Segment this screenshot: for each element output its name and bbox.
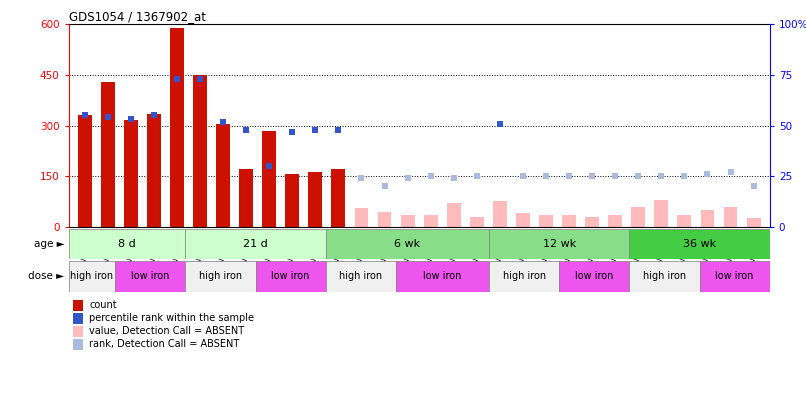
Bar bbox=[424, 215, 438, 227]
Text: percentile rank within the sample: percentile rank within the sample bbox=[89, 313, 255, 323]
Bar bbox=[489, 261, 559, 292]
Text: value, Detection Call = ABSENT: value, Detection Call = ABSENT bbox=[89, 326, 244, 336]
Bar bbox=[447, 203, 461, 227]
Point bbox=[654, 173, 667, 179]
Bar bbox=[396, 261, 489, 292]
Point bbox=[724, 169, 737, 175]
Text: count: count bbox=[89, 301, 117, 310]
Bar bbox=[609, 215, 622, 227]
Text: 36 wk: 36 wk bbox=[683, 239, 717, 249]
Text: low iron: low iron bbox=[716, 271, 754, 281]
Bar bbox=[654, 200, 668, 227]
Text: 6 wk: 6 wk bbox=[394, 239, 421, 249]
Point bbox=[493, 120, 506, 127]
Bar bbox=[355, 208, 368, 227]
Point bbox=[378, 183, 391, 190]
Bar bbox=[256, 261, 326, 292]
Point bbox=[193, 76, 206, 82]
Text: low iron: low iron bbox=[575, 271, 613, 281]
Bar bbox=[377, 211, 392, 227]
Point bbox=[263, 163, 276, 169]
Point bbox=[401, 175, 414, 181]
Text: high iron: high iron bbox=[70, 271, 114, 281]
Text: 12 wk: 12 wk bbox=[542, 239, 576, 249]
Point bbox=[447, 175, 460, 181]
Point bbox=[355, 175, 368, 181]
Text: low iron: low iron bbox=[272, 271, 310, 281]
Text: high iron: high iron bbox=[503, 271, 546, 281]
Bar bbox=[309, 172, 322, 227]
Bar bbox=[516, 213, 530, 227]
Bar bbox=[69, 229, 185, 259]
Point bbox=[517, 173, 530, 179]
Bar bbox=[239, 169, 253, 227]
Bar bbox=[629, 229, 770, 259]
Bar bbox=[539, 215, 553, 227]
Bar bbox=[216, 124, 230, 227]
Bar bbox=[170, 28, 184, 227]
Point bbox=[747, 183, 760, 190]
Text: low iron: low iron bbox=[423, 271, 462, 281]
Bar bbox=[262, 130, 276, 227]
Point bbox=[217, 118, 230, 125]
Bar bbox=[326, 229, 489, 259]
Bar bbox=[559, 261, 629, 292]
Point bbox=[563, 173, 575, 179]
Bar bbox=[115, 261, 185, 292]
Text: dose ►: dose ► bbox=[28, 271, 64, 281]
Bar bbox=[700, 261, 770, 292]
Point bbox=[286, 128, 299, 135]
Bar bbox=[700, 210, 714, 227]
Bar bbox=[489, 229, 629, 259]
Bar bbox=[724, 207, 737, 227]
Text: high iron: high iron bbox=[339, 271, 382, 281]
Bar bbox=[193, 75, 207, 227]
Point bbox=[171, 76, 184, 82]
Bar bbox=[147, 114, 160, 227]
Point bbox=[609, 173, 621, 179]
Text: 8 d: 8 d bbox=[118, 239, 136, 249]
Text: high iron: high iron bbox=[643, 271, 686, 281]
Point bbox=[102, 114, 114, 121]
Bar bbox=[185, 261, 256, 292]
Point bbox=[701, 171, 714, 177]
Text: low iron: low iron bbox=[131, 271, 169, 281]
Text: age ►: age ► bbox=[34, 239, 64, 249]
Point bbox=[309, 126, 322, 133]
Bar bbox=[493, 202, 507, 227]
Point bbox=[632, 173, 645, 179]
Text: rank, Detection Call = ABSENT: rank, Detection Call = ABSENT bbox=[89, 339, 239, 349]
Bar bbox=[326, 261, 396, 292]
Text: high iron: high iron bbox=[199, 271, 242, 281]
Bar bbox=[331, 169, 345, 227]
Point bbox=[78, 112, 91, 119]
Text: GDS1054 / 1367902_at: GDS1054 / 1367902_at bbox=[69, 10, 206, 23]
Point bbox=[471, 173, 484, 179]
Bar bbox=[285, 175, 299, 227]
Bar bbox=[562, 215, 576, 227]
Point bbox=[332, 126, 345, 133]
Point bbox=[539, 173, 552, 179]
Bar bbox=[585, 217, 599, 227]
Bar bbox=[470, 217, 484, 227]
Bar bbox=[185, 229, 326, 259]
Point bbox=[147, 112, 160, 119]
Bar bbox=[746, 218, 761, 227]
Bar bbox=[678, 215, 692, 227]
Point bbox=[586, 173, 599, 179]
Bar bbox=[401, 215, 414, 227]
Bar bbox=[69, 261, 115, 292]
Point bbox=[424, 173, 437, 179]
Bar bbox=[631, 207, 645, 227]
Point bbox=[239, 126, 252, 133]
Bar bbox=[101, 82, 114, 227]
Point bbox=[678, 173, 691, 179]
Point bbox=[124, 116, 137, 123]
Text: 21 d: 21 d bbox=[243, 239, 268, 249]
Bar bbox=[124, 121, 138, 227]
Bar bbox=[629, 261, 700, 292]
Bar bbox=[77, 115, 92, 227]
